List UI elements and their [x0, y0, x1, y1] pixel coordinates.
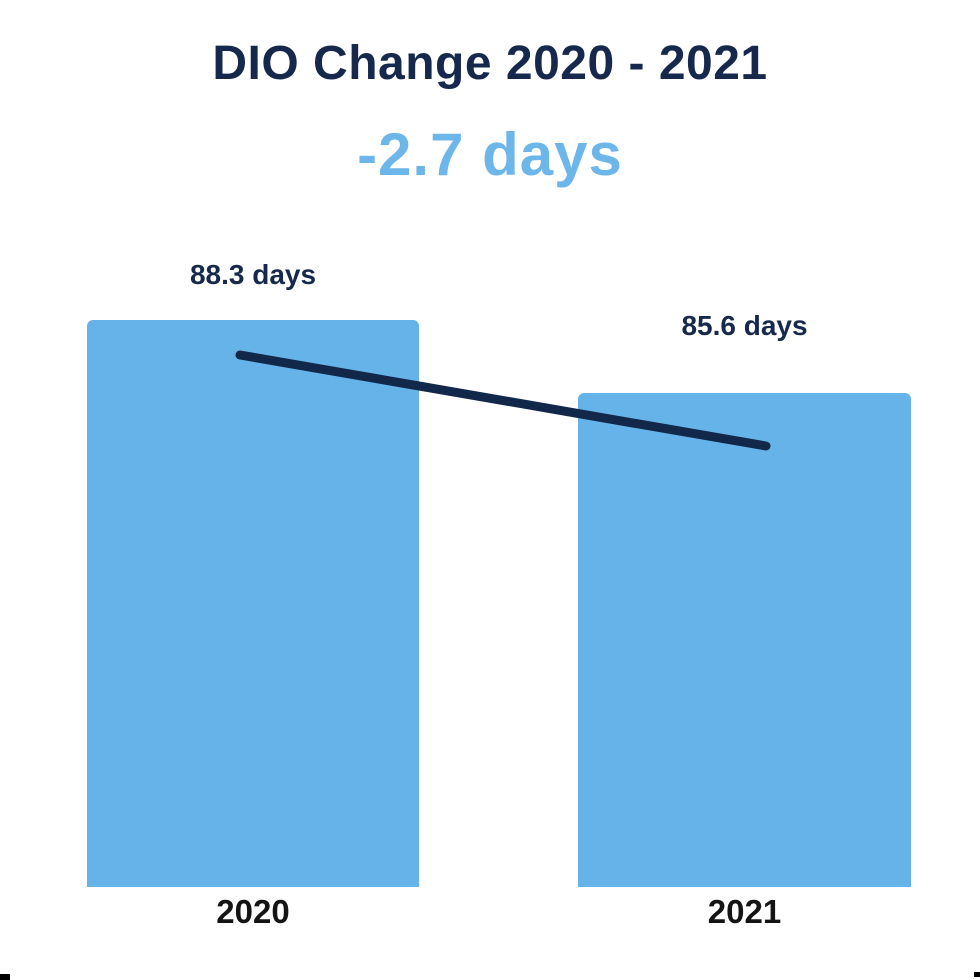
axis-label-2020: 2020: [216, 893, 290, 930]
bar-2020: [87, 320, 419, 887]
bar-2021: [578, 393, 911, 887]
axis-label-2021: 2021: [707, 893, 782, 930]
corner-artifact-bottom-right: [974, 972, 980, 977]
bar-value-label-2021: 85.6 days: [681, 310, 808, 341]
chart-title: DIO Change 2020 - 2021: [212, 37, 768, 90]
bar-value-label-2020: 88.3 days: [189, 259, 317, 290]
corner-artifact-bottom-left: [0, 974, 10, 980]
change-subtitle: -2.7 days: [357, 121, 623, 188]
